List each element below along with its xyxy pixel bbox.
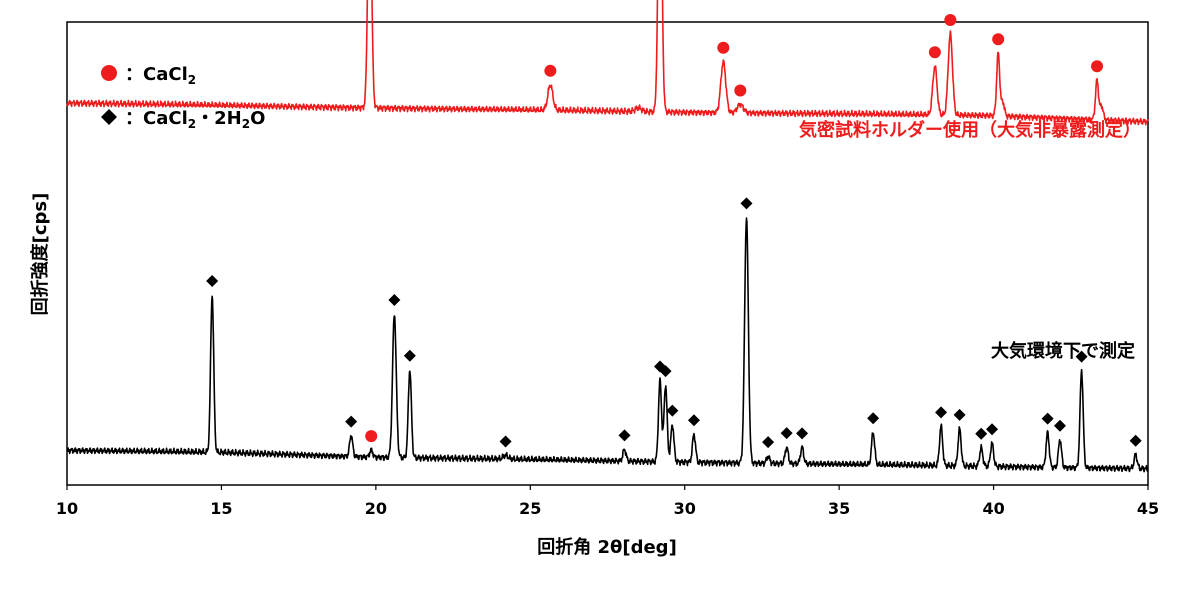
x-tick-label: 20 bbox=[365, 499, 387, 518]
legend-sep: ： bbox=[125, 64, 143, 85]
peak-marker-diamond bbox=[618, 429, 631, 442]
peak-marker-diamond bbox=[666, 404, 679, 417]
y-axis-title: 回折強度[cps] bbox=[29, 193, 51, 316]
x-tick-label: 40 bbox=[982, 499, 1004, 518]
peak-marker-diamond bbox=[975, 427, 988, 440]
peak-marker-diamond bbox=[659, 365, 672, 378]
plot-frame bbox=[66, 21, 1149, 486]
legend: ：CaCl2 ：CaCl2・2H2O bbox=[101, 64, 265, 131]
x-tick-label: 35 bbox=[828, 499, 850, 518]
series-label-sealed-holder: 気密試料ホルダー使用（大気非暴露測定） bbox=[799, 119, 1141, 141]
peak-marker-diamond bbox=[687, 414, 700, 427]
legend-text-tail2: O bbox=[250, 108, 265, 129]
legend-item-cacl2-hydrate: ：CaCl2・2H2O bbox=[101, 108, 265, 131]
peak-marker-circle bbox=[734, 84, 747, 97]
peak-marker-circle bbox=[365, 430, 378, 443]
peak-marker-diamond bbox=[867, 412, 880, 425]
legend-text-main: CaCl bbox=[143, 64, 188, 85]
peak-marker-diamond bbox=[762, 436, 775, 449]
peak-marker-diamond bbox=[403, 349, 416, 362]
x-tick-label: 45 bbox=[1137, 499, 1159, 518]
series-layer bbox=[66, 0, 1149, 473]
legend-item-cacl2: ：CaCl2 bbox=[101, 64, 196, 87]
peak-marker-diamond bbox=[388, 293, 401, 306]
series-label-ambient: 大気環境下で測定 bbox=[991, 340, 1135, 362]
peak-marker-diamond bbox=[1041, 412, 1054, 425]
peak-marker-circle bbox=[992, 33, 1005, 46]
peak-marker-circle bbox=[928, 46, 941, 59]
peak-marker-circle bbox=[944, 14, 957, 27]
x-axis-title: 回折角 2θ[deg] bbox=[537, 536, 677, 558]
x-tick-label: 15 bbox=[210, 499, 232, 518]
series-line-1 bbox=[66, 217, 1149, 473]
peak-marker-diamond bbox=[740, 197, 753, 210]
legend-label-cacl2: ：CaCl2 bbox=[125, 64, 196, 87]
peak-marker-diamond bbox=[499, 435, 512, 448]
peak-marker-diamond bbox=[953, 408, 966, 421]
series-line-0 bbox=[66, 0, 1149, 126]
peak-marker-diamond bbox=[206, 275, 219, 288]
plot-area bbox=[66, 0, 1149, 486]
legend-sub: 2 bbox=[188, 117, 196, 131]
peak-marker-circle bbox=[544, 64, 557, 77]
legend-sub2: 2 bbox=[242, 117, 250, 131]
peak-marker-diamond bbox=[1053, 419, 1066, 432]
peak-marker-diamond bbox=[1129, 434, 1142, 447]
legend-label-cacl2-hydrate: ：CaCl2・2H2O bbox=[125, 108, 265, 131]
legend-text-tail: ・2H bbox=[196, 108, 242, 129]
peak-marker-circle bbox=[717, 41, 730, 54]
legend-sep: ： bbox=[125, 108, 143, 129]
peak-marker-diamond bbox=[935, 406, 948, 419]
peak-marker-diamond bbox=[796, 427, 809, 440]
peak-marker-diamond bbox=[986, 423, 999, 436]
legend-circle-marker bbox=[101, 65, 117, 81]
marker-layer bbox=[206, 14, 1142, 449]
x-tick-label: 25 bbox=[519, 499, 541, 518]
peak-marker-diamond bbox=[1075, 350, 1088, 363]
peak-marker-circle bbox=[1091, 60, 1104, 73]
x-tick-label: 10 bbox=[56, 499, 78, 518]
x-tick-label: 30 bbox=[674, 499, 696, 518]
x-axis: 10 15 20 25 30 35 40 45 bbox=[56, 485, 1159, 518]
peak-marker-diamond bbox=[345, 415, 358, 428]
peak-marker-diamond bbox=[780, 427, 793, 440]
legend-text-main: CaCl bbox=[143, 108, 188, 129]
legend-diamond-marker bbox=[101, 109, 117, 125]
legend-sub: 2 bbox=[188, 73, 196, 87]
